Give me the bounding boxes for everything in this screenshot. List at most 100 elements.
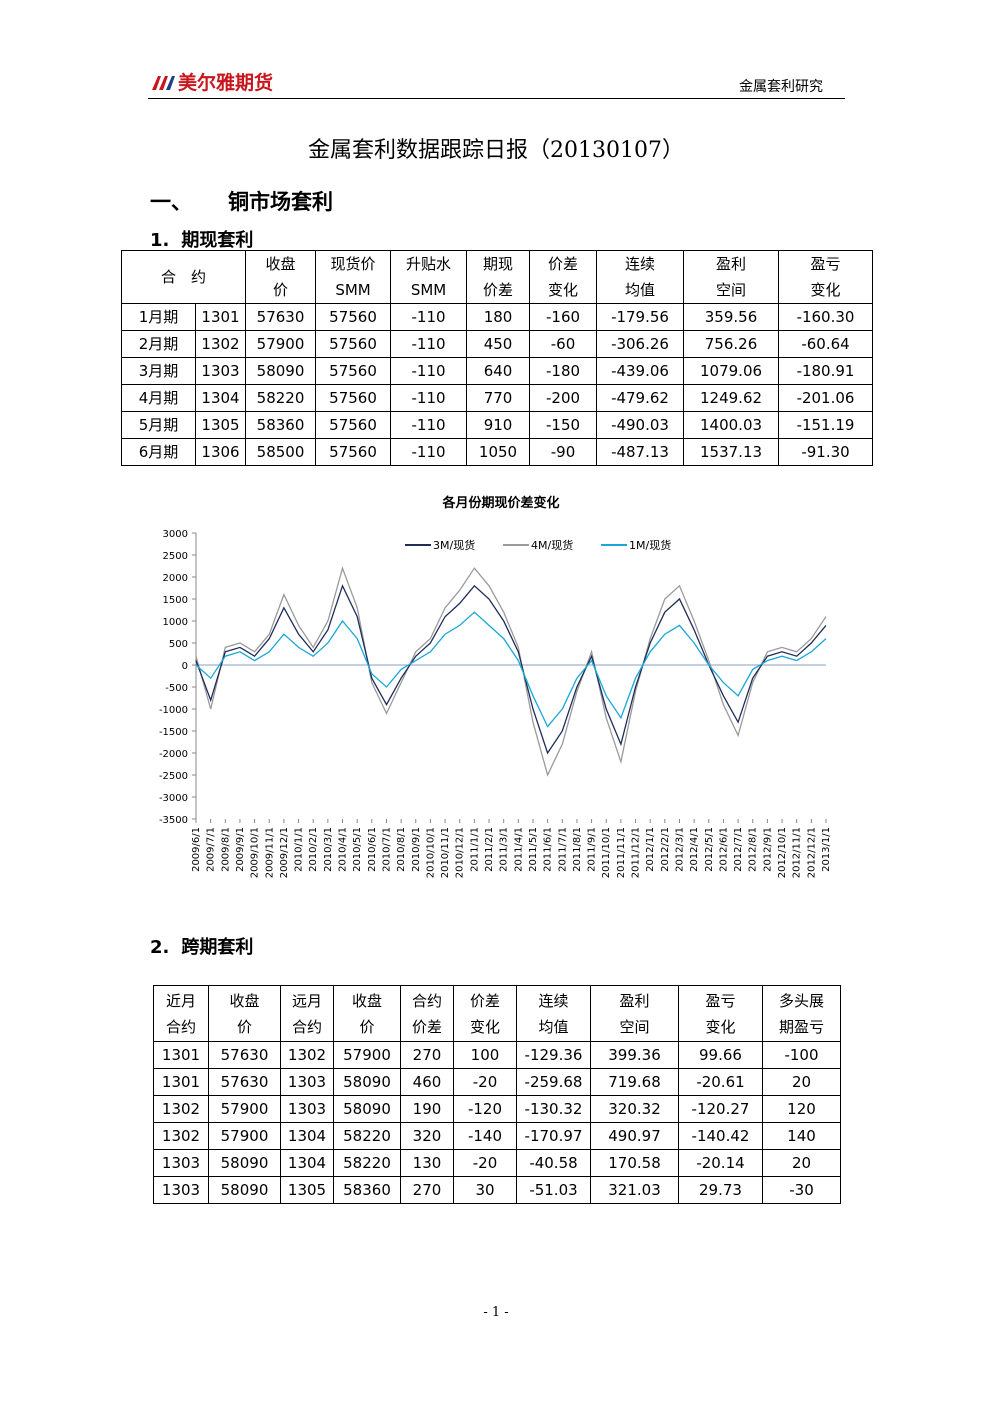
header-cell: 多头展 期盈亏 xyxy=(762,985,841,1042)
logo-text: 美尔雅期货 xyxy=(178,72,274,94)
table-row: 6月期 1306 58500 57560 -110 1050 -90 -487.13 1537.… xyxy=(121,438,874,466)
header-cell: 现货价 SMM xyxy=(315,250,392,304)
header-text: 盈利 xyxy=(716,255,747,273)
table-cell: -51.03 xyxy=(516,1176,591,1204)
subheading-text: 期现套利 xyxy=(181,230,254,251)
table-cell: 270 xyxy=(400,1176,454,1204)
table-cell: -130.32 xyxy=(516,1095,591,1123)
table-cell: 58220 xyxy=(333,1122,401,1150)
table-row: 4月期 1304 58220 57560 -110 770 -200 -479.62 1249.… xyxy=(121,384,874,412)
table-cell: 1302 xyxy=(194,330,247,358)
y-tick-label: -3500 xyxy=(159,815,188,826)
table-cell: 1302 xyxy=(153,1095,209,1123)
header-text: 收盘 xyxy=(351,991,382,1010)
header-cell: 收盘价 xyxy=(245,250,317,304)
x-tick-label: 2011/8/1 xyxy=(572,827,583,872)
table-cell: 1050 xyxy=(466,438,531,466)
x-tick-label: 2012/11/1 xyxy=(792,827,803,878)
table-cell: 1303 xyxy=(280,1068,334,1096)
series-line xyxy=(195,566,827,777)
header-text: 价差 xyxy=(483,281,514,299)
table-cell: 1305 xyxy=(194,411,247,439)
y-tick-label: 1000 xyxy=(163,617,188,628)
table-cell: 57630 xyxy=(245,303,317,331)
x-tick-label: 2011/2/1 xyxy=(484,827,495,872)
header-text: 价差 xyxy=(469,991,500,1010)
y-tick-label: 500 xyxy=(169,639,188,650)
table-cell: -110 xyxy=(390,411,468,439)
table-cell: 270 xyxy=(400,1041,454,1069)
header-cell: 期现 价差 xyxy=(466,250,531,304)
header-text: 变化 xyxy=(548,281,579,299)
table-cell: -20.14 xyxy=(678,1149,763,1177)
y-tick-label: -500 xyxy=(165,683,188,694)
table-row: 1302 57900 1304 58220 320 -140 -170.97 490.97 -1… xyxy=(153,1122,841,1150)
x-tick-label: 2012/12/1 xyxy=(806,827,817,878)
x-tick-label: 2009/9/1 xyxy=(235,827,246,872)
table-cell: 1304 xyxy=(280,1149,334,1177)
table-cell: -110 xyxy=(390,303,468,331)
x-tick-label: 2012/10/1 xyxy=(777,827,788,878)
table-cell: 57560 xyxy=(315,438,392,466)
table-cell: -487.13 xyxy=(596,438,685,466)
table-cell: -479.62 xyxy=(596,384,685,412)
header-text: 连续 xyxy=(538,991,569,1010)
x-tick-label: 2010/9/1 xyxy=(411,827,422,872)
header-text: 合约 xyxy=(411,991,442,1010)
table-cell: 58090 xyxy=(245,357,317,385)
y-tick-label: 2000 xyxy=(163,573,188,584)
header-text: 升贴水 xyxy=(406,255,452,273)
header-text: 空间 xyxy=(619,1017,650,1036)
header-cell: 盈亏 变化 xyxy=(778,250,874,304)
x-tick-label: 2010/7/1 xyxy=(381,827,392,872)
table-cell: -200 xyxy=(529,384,598,412)
chart-title: 各月份期现价差变化 xyxy=(441,495,559,511)
table-cell: 58220 xyxy=(333,1149,401,1177)
table-row: 2月期 1302 57900 57560 -110 450 -60 -306.26 756.26… xyxy=(121,330,874,358)
table: 近月 合约 收盘价远月 合约 收盘价合约 价差 价差 变化 连续 均值 盈利 空间 盈亏 变化 多头展 期盈亏… xyxy=(153,985,841,1204)
header-text: 变化 xyxy=(469,1017,500,1036)
table-cell: 1302 xyxy=(280,1041,334,1069)
header-cell: 盈亏 变化 xyxy=(678,985,763,1042)
subheading-text: 跨期套利 xyxy=(181,937,254,958)
x-tick-label: 2009/7/1 xyxy=(206,827,217,872)
x-tick-label: 2011/7/1 xyxy=(557,827,568,872)
x-tick-label: 2010/8/1 xyxy=(396,827,407,872)
table-cell: 1305 xyxy=(280,1176,334,1204)
table-cell: 20 xyxy=(762,1149,841,1177)
header-cell: 合 约 xyxy=(120,250,247,304)
header-text: 空间 xyxy=(716,281,747,299)
table-cell: 321.03 xyxy=(590,1176,679,1204)
table-cell: 58220 xyxy=(245,384,317,412)
header-row: 近月 合约 收盘价远月 合约 收盘价合约 价差 价差 变化 连续 均值 盈利 空间 盈亏 变化 多头展 期盈亏 xyxy=(153,985,841,1042)
table-cell: 460 xyxy=(400,1068,454,1096)
y-tick-label: -1500 xyxy=(159,727,188,738)
header-text: 期盈亏 xyxy=(778,1017,824,1036)
x-tick-label: 2012/5/1 xyxy=(704,827,715,872)
y-tick-label: -3000 xyxy=(159,793,188,804)
table-cell: -20 xyxy=(453,1149,517,1177)
table-cell: 57560 xyxy=(315,303,392,331)
table-cell: 57900 xyxy=(208,1122,281,1150)
table-cell: 6月期 xyxy=(121,438,196,466)
header-cell: 收盘价 xyxy=(333,985,401,1042)
y-tick-label: 1500 xyxy=(163,595,188,606)
x-tick-label: 2011/10/1 xyxy=(601,827,612,878)
table-cell: 1303 xyxy=(194,357,247,385)
table-cell: -180.91 xyxy=(778,357,874,385)
header-text: 盈利 xyxy=(619,991,650,1010)
x-tick-label: 2011/4/1 xyxy=(513,827,524,872)
table-cell: -20 xyxy=(453,1068,517,1096)
y-tick-label: -1000 xyxy=(159,705,188,716)
header-text: 期现 xyxy=(483,255,514,273)
table-cell: 57900 xyxy=(333,1041,401,1069)
section-name: 金属套利研究 xyxy=(739,79,823,95)
table-cell: 399.36 xyxy=(590,1041,679,1069)
table-cell: 58090 xyxy=(333,1068,401,1096)
subheading: 2. 跨期套利 xyxy=(150,933,253,959)
subheading: 1. 期现套利 xyxy=(150,226,253,252)
x-tick-label: 2012/4/1 xyxy=(689,827,700,872)
table-cell: -140.42 xyxy=(678,1122,763,1150)
table-cell: 140 xyxy=(762,1122,841,1150)
table-cell: 1303 xyxy=(153,1176,209,1204)
